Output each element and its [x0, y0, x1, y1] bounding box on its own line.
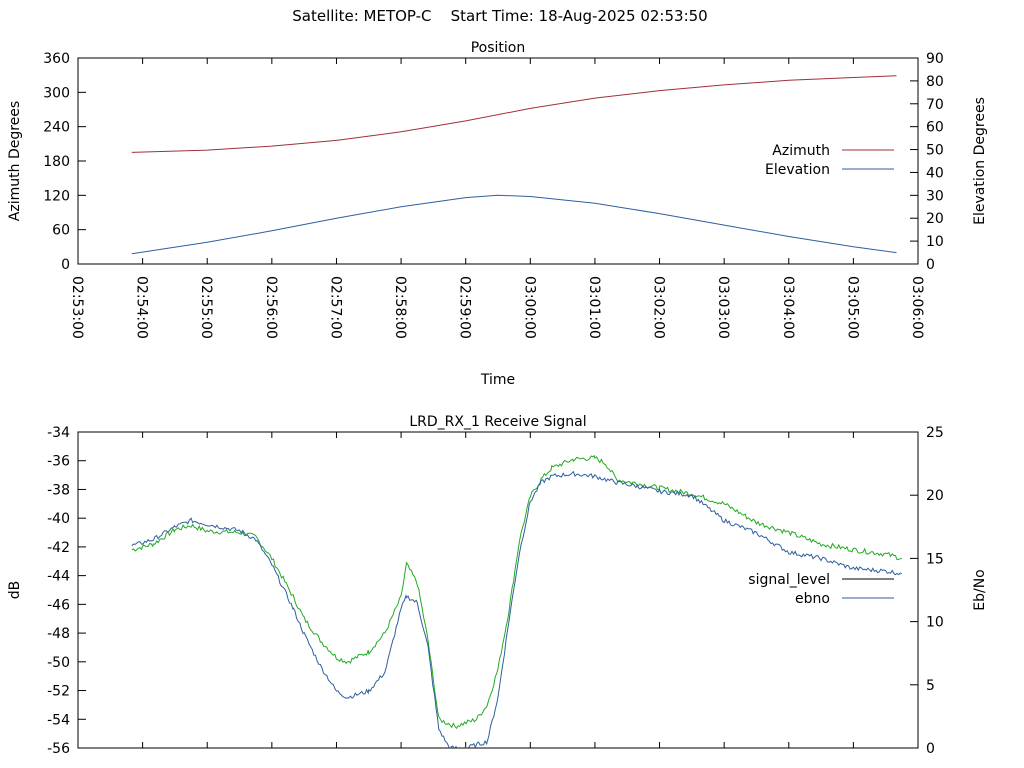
panel1-right-tick-label: 40 [926, 165, 944, 181]
panel1-right-tick-label: 20 [926, 211, 944, 227]
panel2-left-tick-label: -56 [47, 741, 70, 757]
panel2-left-tick-label: -52 [47, 684, 70, 700]
panel1-y-axis-label: Azimuth Degrees [7, 101, 23, 221]
panel1-series-Azimuth [131, 75, 897, 153]
panel1-legend-label: Elevation [765, 162, 830, 178]
panel1-title: Position [471, 40, 526, 56]
panel2-series-ebno [131, 471, 902, 748]
panel2-legend-label: signal_level [748, 572, 830, 588]
panel2-left-tick-label: -44 [47, 569, 70, 585]
panel1-left-tick-label: 360 [43, 51, 70, 67]
panel2-left-tick-label: -40 [47, 511, 70, 527]
start-time-label: Start Time: 18-Aug-2025 02:53:50 [450, 7, 708, 25]
panel1-x-tick-label: 02:54:00 [134, 276, 150, 339]
panel2-left-tick-label: -34 [47, 425, 70, 441]
panel1-right-tick-label: 80 [926, 74, 944, 90]
panel2-right-tick-label: 0 [926, 741, 935, 757]
panel1-x-tick-label: 03:03:00 [715, 276, 731, 339]
chart-header: Satellite: METOP-C Start Time: 18-Aug-20… [0, 7, 1000, 25]
panel1-left-tick-label: 120 [43, 188, 70, 204]
panel1-left-tick-label: 300 [43, 85, 70, 101]
panel1-x-tick-label: 02:57:00 [327, 276, 343, 339]
panel1-x-tick-label: 03:06:00 [909, 276, 925, 339]
panel1-y2-axis-label: Elevation Degrees [972, 97, 988, 225]
panel1-x-tick-label: 02:53:00 [69, 276, 85, 339]
panel1-x-tick-label: 02:59:00 [457, 276, 473, 339]
panel1-right-tick-label: 90 [926, 51, 944, 67]
panel2-series-signal_level [131, 455, 902, 730]
panel1-x-tick-label: 02:56:00 [263, 276, 279, 339]
panel1-x-tick-label: 02:55:00 [198, 276, 214, 339]
panel1-x-axis-label: Time [480, 372, 515, 388]
panel2-y2-axis-label: Eb/No [972, 569, 988, 611]
panel1-right-tick-label: 0 [926, 257, 935, 273]
panel2-left-tick-label: -38 [47, 482, 70, 498]
panel1-left-tick-label: 0 [61, 257, 70, 273]
panel1-x-tick-label: 03:01:00 [586, 276, 602, 339]
panel1-left-tick-label: 60 [52, 223, 70, 239]
panel1-legend-label: Azimuth [772, 143, 830, 159]
panel1-x-tick-label: 02:58:00 [392, 276, 408, 339]
panel2-plot-frame [77, 431, 919, 749]
panel1-series-Elevation [131, 194, 897, 255]
panel1-right-tick-label: 30 [926, 188, 944, 204]
panel1-left-tick-label: 240 [43, 120, 70, 136]
panel2-title: LRD_RX_1 Receive Signal [409, 414, 586, 430]
panel1-right-tick-label: 50 [926, 143, 944, 159]
panel1-plot-frame [77, 57, 919, 265]
panel1-x-tick-label: 03:02:00 [651, 276, 667, 339]
panel2-left-tick-label: -36 [47, 454, 70, 470]
satellite-label: Satellite: METOP-C [292, 7, 432, 25]
panel1-x-tick-label: 03:00:00 [521, 276, 537, 339]
panel2-left-tick-label: -48 [47, 626, 70, 642]
panel2-left-tick-label: -42 [47, 540, 70, 556]
panel2-right-tick-label: 5 [926, 678, 935, 694]
panel2-legend-label: ebno [795, 591, 830, 607]
panel2-right-tick-label: 15 [926, 551, 944, 567]
panel2-right-tick-label: 20 [926, 488, 944, 504]
panel2-right-tick-label: 10 [926, 615, 944, 631]
panel1-left-tick-label: 180 [43, 154, 70, 170]
panel2-left-tick-label: -46 [47, 597, 70, 613]
panel2-left-tick-label: -54 [47, 712, 70, 728]
panel1-right-tick-label: 70 [926, 97, 944, 113]
panel2-y-axis-label: dB [7, 581, 23, 600]
panel1-right-tick-label: 60 [926, 120, 944, 136]
panel1-x-tick-label: 03:05:00 [844, 276, 860, 339]
panel2-left-tick-label: -50 [47, 655, 70, 671]
panel2-right-tick-label: 25 [926, 425, 944, 441]
panel1-x-tick-label: 03:04:00 [780, 276, 796, 339]
panel1-right-tick-label: 10 [926, 234, 944, 250]
